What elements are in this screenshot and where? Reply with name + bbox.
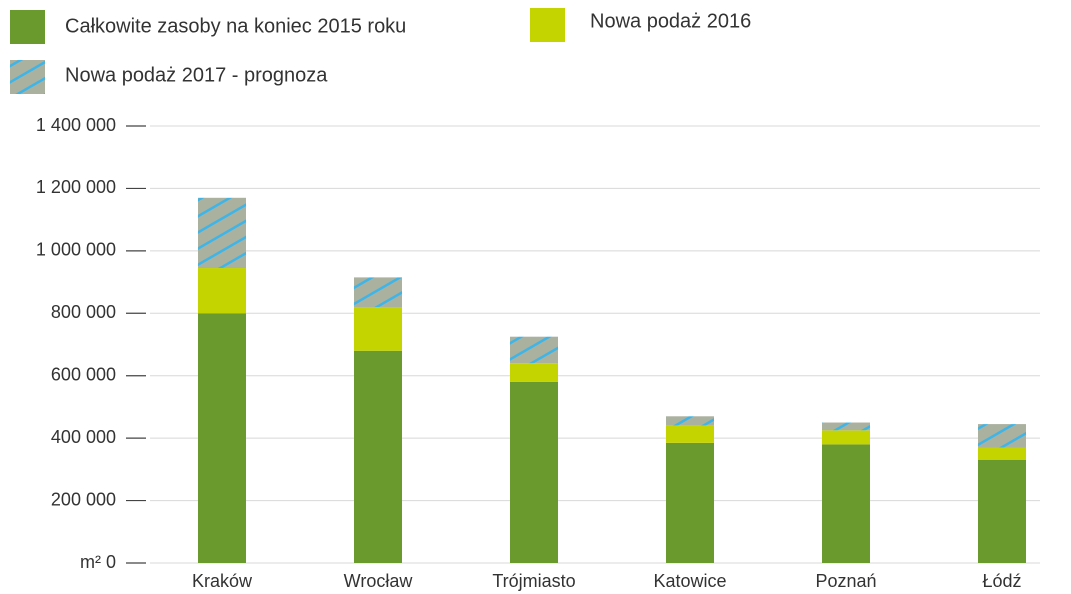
y-tick-label: 1 200 000 [36,177,116,197]
x-tick-label: Katowice [653,571,726,591]
bar-segment [978,459,1026,563]
bar-segment [666,425,714,443]
bar-segment [354,350,402,563]
y-tick-label: 400 000 [51,427,116,447]
bar-segment [510,363,558,382]
legend-swatch [530,8,565,42]
legend-swatch [10,10,45,44]
bar-segment [354,307,402,351]
x-tick-label: Poznań [815,571,876,591]
y-tick-label: 1 000 000 [36,240,116,260]
bar-segment [978,447,1026,460]
legend-label: Nowa podaż 2016 [590,10,751,32]
bar-segment [666,442,714,563]
bar-segment [666,416,714,426]
bar-segment [354,277,402,308]
bar-segment [198,197,246,269]
y-tick-label: m² 0 [80,552,116,572]
legend-label: Nowa podaż 2017 - prognoza [65,64,328,86]
legend-swatch [10,60,45,94]
x-tick-label: Trójmiasto [492,571,575,591]
bar-segment [822,430,870,445]
y-tick-label: 600 000 [51,364,116,384]
y-tick-label: 800 000 [51,302,116,322]
bar-segment [198,313,246,563]
x-tick-label: Kraków [192,571,253,591]
x-tick-label: Wrocław [344,571,414,591]
y-tick-label: 1 400 000 [36,115,116,135]
bar-segment [822,422,870,431]
bar-segment [198,268,246,314]
bar-segment [822,444,870,563]
x-tick-label: Łódź [982,571,1021,591]
y-tick-label: 200 000 [51,489,116,509]
bar-segment [510,381,558,563]
legend-label: Całkowite zasoby na koniec 2015 roku [65,15,406,37]
bar-segment [510,336,558,364]
bar-segment [978,424,1026,448]
